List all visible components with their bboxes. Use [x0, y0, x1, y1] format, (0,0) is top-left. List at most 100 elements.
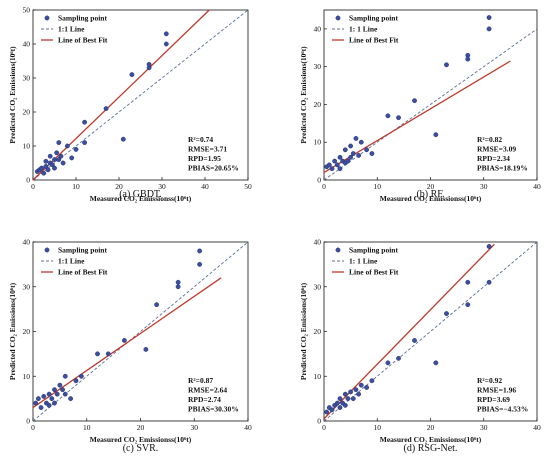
- legend-one-to-one-label: 1: 1 Line: [349, 257, 378, 266]
- data-point: [356, 153, 362, 158]
- x-tick-label: 0: [322, 182, 326, 191]
- data-point: [154, 302, 160, 308]
- x-tick-label: 30: [480, 423, 488, 432]
- y-tick-label: 0: [26, 176, 30, 185]
- chart-panel-1: 0 10 20 30 40 50 0 10 20 30 40 50 Measured CO₂ Emiss…: [8, 6, 252, 204]
- data-point: [54, 391, 60, 397]
- y-tick-label: 0: [317, 417, 321, 426]
- data-point: [82, 119, 88, 125]
- data-point: [82, 140, 88, 146]
- stat-line: R²=0.74: [188, 135, 213, 144]
- chart-panel-3: 0 10 20 30 40 0 10 20 30 40 Measured CO₂ Emissions…: [8, 238, 252, 455]
- x-tick-label: 40: [533, 423, 541, 432]
- x-axis-label: Measured CO₂ Emissionss(10⁶t): [380, 194, 482, 203]
- x-tick-label: 40: [244, 423, 252, 432]
- data-point: [334, 400, 340, 406]
- data-point: [57, 382, 63, 388]
- legend-fit-label: Line of Best Fit: [349, 268, 399, 277]
- legend-point-marker: [335, 247, 341, 253]
- data-point: [52, 400, 57, 406]
- y-tick-label: 0: [317, 176, 321, 185]
- best-fit-line: [323, 243, 495, 420]
- y-tick-label: 10: [23, 372, 31, 381]
- best-fit-line: [32, 277, 222, 409]
- panel-caption: (b) RF.: [416, 189, 444, 200]
- x-tick-label: 0: [31, 423, 35, 432]
- data-point: [146, 62, 152, 67]
- data-point: [486, 244, 492, 249]
- data-point: [54, 150, 60, 156]
- y-axis-label: Predicted CO₂ Emissions(10⁶t): [8, 46, 17, 144]
- data-point: [337, 396, 343, 402]
- panel-caption: (d) RSG-Net.: [404, 443, 458, 454]
- stat-line: R²=0.87: [188, 376, 213, 385]
- data-point: [73, 146, 79, 152]
- data-point: [350, 396, 356, 402]
- legend-fit-label: Line of Best Fit: [58, 36, 108, 45]
- data-point: [486, 26, 492, 32]
- data-point: [62, 373, 68, 379]
- data-point: [143, 346, 149, 352]
- data-point: [39, 165, 44, 171]
- y-tick-label: 20: [314, 100, 322, 109]
- stat-line: RMSE=1.96: [477, 386, 516, 395]
- x-tick-label: 20: [137, 423, 145, 432]
- y-axis-label: Predicted CO₂ Emissions(10⁶t): [299, 282, 308, 380]
- chart-panel-2: 0 10 20 30 40 0 10 20 30 40 Measured CO₂ Emissions…: [299, 9, 541, 203]
- data-point: [342, 402, 348, 408]
- data-point: [121, 338, 127, 343]
- x-tick-label: 20: [427, 423, 435, 432]
- data-point: [52, 387, 57, 393]
- stat-line: PBIAS=18.19%: [477, 164, 528, 173]
- legend-points-label: Sampling point: [58, 14, 107, 23]
- data-point: [348, 143, 354, 149]
- stat-line: R²=0.92: [477, 376, 502, 385]
- panel-caption: (c) SVR.: [123, 443, 159, 454]
- data-point: [329, 166, 335, 172]
- data-point: [43, 163, 49, 169]
- stat-line: RMSE=3.09: [477, 145, 516, 154]
- data-point: [353, 136, 359, 141]
- y-tick-label: 30: [23, 74, 31, 83]
- data-point: [197, 261, 203, 267]
- data-point: [385, 360, 391, 366]
- x-tick-label: 10: [83, 423, 91, 432]
- legend-one-to-one-label: 1: 1 Line: [349, 25, 378, 34]
- x-axis-label: Measured CO₂ Emissionss(10⁶t): [90, 194, 192, 203]
- data-point: [465, 56, 471, 62]
- y-tick-label: 10: [23, 142, 31, 151]
- plot-frame: [32, 9, 249, 181]
- x-tick-label: 0: [322, 423, 326, 432]
- x-axis-label: Measured CO₂ Emissionss(10⁶t): [90, 435, 192, 444]
- y-tick-label: 40: [314, 238, 322, 247]
- data-point: [46, 402, 52, 408]
- data-point: [163, 41, 169, 47]
- x-tick-label: 30: [158, 182, 166, 191]
- legend-points-label: Sampling point: [349, 246, 398, 255]
- data-point: [324, 409, 330, 415]
- data-point: [95, 351, 100, 357]
- data-point: [358, 139, 364, 145]
- data-point: [465, 279, 471, 285]
- data-point: [342, 391, 348, 397]
- panel-caption: (a) GBDT.: [119, 189, 162, 200]
- data-point: [49, 162, 55, 168]
- data-point: [412, 98, 417, 104]
- legend-points-label: Sampling point: [349, 14, 398, 23]
- data-point: [58, 153, 64, 159]
- one-to-one-line: [32, 241, 249, 422]
- stat-line: RPD=2.34: [477, 154, 510, 163]
- chart-panel-4: 0 10 20 30 40 0 10 20 30 40 Measured CO₂ Emissions…: [299, 238, 541, 455]
- data-point: [444, 62, 449, 68]
- data-point: [364, 385, 369, 390]
- stat-line: RPD=3.69: [477, 395, 510, 404]
- x-tick-label: 20: [427, 182, 435, 191]
- stat-line: RPD=2.74: [188, 395, 221, 404]
- x-tick-label: 20: [115, 182, 123, 191]
- x-tick-label: 40: [201, 182, 209, 191]
- x-tick-label: 10: [72, 182, 80, 191]
- data-point: [78, 373, 84, 379]
- best-fit-line: [32, 9, 210, 181]
- data-point: [52, 157, 57, 163]
